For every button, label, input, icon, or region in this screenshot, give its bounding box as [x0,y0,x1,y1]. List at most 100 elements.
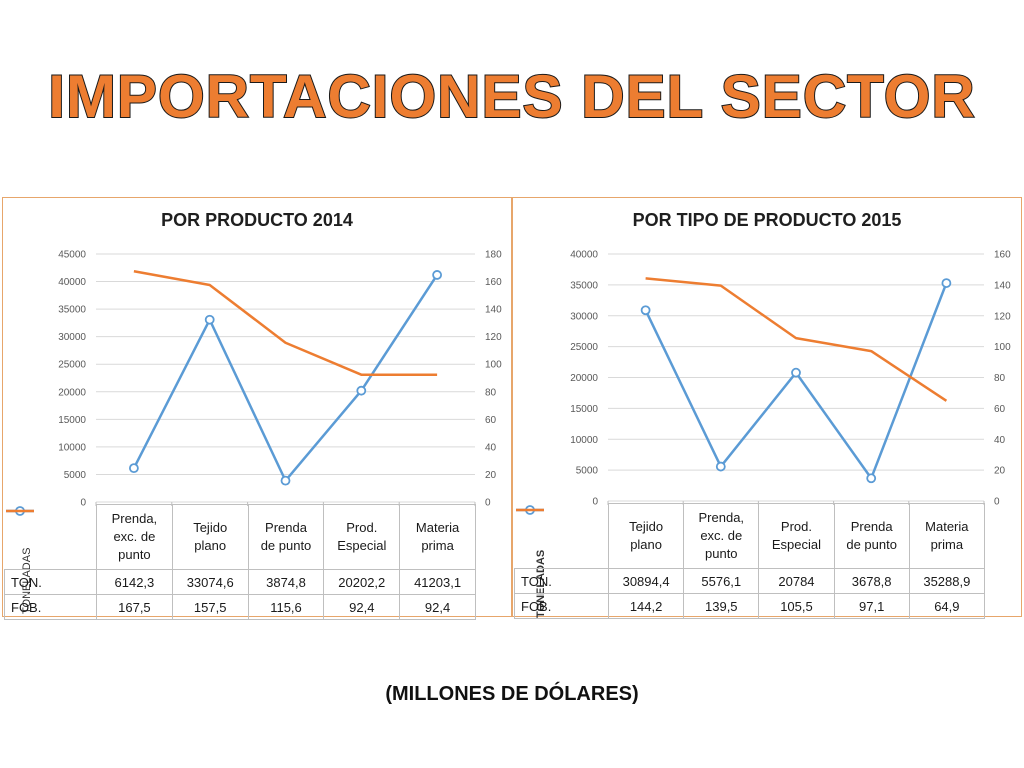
y-tick-label: 35000 [570,280,598,291]
table-row: FOB. 144,2 139,5 105,5 97,1 64,9 [514,508,985,619]
data-label: 157,5 [171,594,249,620]
legend-label: TON. [11,574,42,590]
y-tick-label: 45000 [58,250,86,261]
x-tick-label: Tejido plano [607,503,685,569]
x-tick-label: Tejido plano [171,504,249,570]
y2-tick-label: 20 [994,466,1006,477]
legend-label: FOB. [521,598,552,614]
data-label: 92,4 [399,594,476,620]
y2-tick-label: 140 [485,305,502,316]
chart-panel-2015: POR TIPO DE PRODUCTO 2015 TONELADAS 0 500… [512,197,1022,619]
data-label: 139,5 [683,593,760,619]
y2-tick-label: 180 [485,250,502,261]
chart-title: POR PRODUCTO 2014 [161,210,353,230]
data-label: 20202,2 [323,569,401,595]
y-tick-label: 5000 [576,466,599,477]
chart-title: POR TIPO DE PRODUCTO 2015 [632,210,902,230]
table-row: TON. 6142,3 33074,6 3874,8 20202,2 41203,1 [4,505,476,595]
y-tick-label: 15000 [58,415,86,426]
data-point [640,305,651,316]
data-label: 144,2 [607,593,685,619]
data-point [432,270,443,280]
chart-plot-2014: 0 5000 10000 15000 20000 25000 30000 35000 40000… [58,250,502,509]
y2-tick-label: 120 [994,311,1011,322]
data-point [715,461,726,472]
data-label: 41203,1 [399,569,476,595]
series-line-ton [644,282,948,480]
y-tick-label: 20000 [570,373,598,384]
x-tick-label: Prenda de punto [247,504,325,570]
y2-tick-label: 160 [485,277,502,288]
y2-tick-label: 0 [994,497,1000,508]
legend-entry: TON. [514,504,609,594]
x-tick-label: Prenda de punto [833,503,910,569]
y2-tick-label: 120 [485,332,502,343]
y-tick-label: 25000 [58,360,86,371]
y-tick-label: 20000 [58,387,86,398]
data-point [356,385,367,396]
data-label: 167,5 [96,594,173,620]
series-line-fob [133,269,438,376]
y2-tick-label: 40 [994,435,1006,446]
y2-tick-label: 0 [485,498,491,509]
data-point [280,475,291,486]
series-line-fob [645,277,948,402]
y2-tick-label: 20 [485,470,497,481]
y2-tick-label: 60 [485,415,497,426]
y2-tick-label: 100 [994,342,1011,353]
data-label: 30894,4 [607,568,685,594]
legend-label: TON. [521,573,552,589]
y-tick-label: 30000 [58,332,86,343]
x-tick-label: Prod. Especial [758,503,835,569]
legend-label: FOB. [11,599,42,615]
data-point [204,314,215,325]
table-corner [4,504,97,570]
y2-tick-label: 140 [994,280,1011,291]
legend-entry: FOB. [4,509,97,620]
y-tick-label: 15000 [570,404,598,415]
legend-entry: TON. [4,505,97,595]
data-table-2015: Tejido plano Prenda, exc. de punto Prod. Espec… [514,503,985,619]
data-label: 20784 [758,568,835,594]
data-point [941,278,952,288]
table-row: FOB. 167,5 157,5 115,6 92,4 92,4 [4,509,476,620]
data-label: 64,9 [908,593,985,619]
y2-tick-label: 100 [485,360,502,371]
data-label: 105,5 [758,593,835,619]
data-label: 35288,9 [908,568,985,594]
x-tick-label: Prenda, exc. de punto [96,504,173,570]
y2-tick-label: 60 [994,404,1006,415]
footer-note: (MILLONES DE DÓLARES) [385,683,639,705]
y-tick-label: 30000 [570,311,598,322]
y2-tick-label: 40 [485,442,497,453]
y2-tick-label: 160 [994,250,1011,261]
data-point [791,367,801,378]
data-label: 5576,1 [683,568,760,594]
data-label: 6142,3 [96,569,173,595]
x-tick-label: Prenda, exc. de punto [683,503,760,569]
data-label: 33074,6 [171,569,249,595]
data-table-2014: Prenda, exc. de punto Tejido plano Prenda de p… [4,504,476,620]
y-tick-label: 10000 [570,435,598,446]
y-tick-label: 40000 [58,277,86,288]
data-label: 3874,8 [247,569,325,595]
y-tick-label: 5000 [64,470,87,481]
y-tick-label: 0 [80,498,86,509]
x-tick-label: Materia prima [399,504,476,570]
slide-title: IMPORTACIONES DEL SECTOR [47,62,976,131]
x-tick-label: Prod. Especial [323,504,401,570]
y-tick-label: 25000 [570,342,598,353]
data-label: 97,1 [833,593,910,619]
y-tick-label: 0 [592,497,598,508]
y2-tick-label: 80 [994,373,1006,384]
data-point [866,473,877,484]
y-tick-label: 10000 [58,442,86,453]
x-tick-label: Materia prima [908,503,985,569]
y2-tick-label: 80 [485,387,497,398]
data-point [128,463,139,474]
legend-entry: FOB. [514,508,609,619]
chart-plot-2015: 0 5000 10000 15000 20000 25000 30000 35000 40000… [570,250,1011,508]
data-label: 92,4 [323,594,401,620]
table-row: TON. 30894,4 5576,1 20784 3678,8 35288,9 [514,504,985,594]
y-tick-label: 40000 [570,250,598,261]
